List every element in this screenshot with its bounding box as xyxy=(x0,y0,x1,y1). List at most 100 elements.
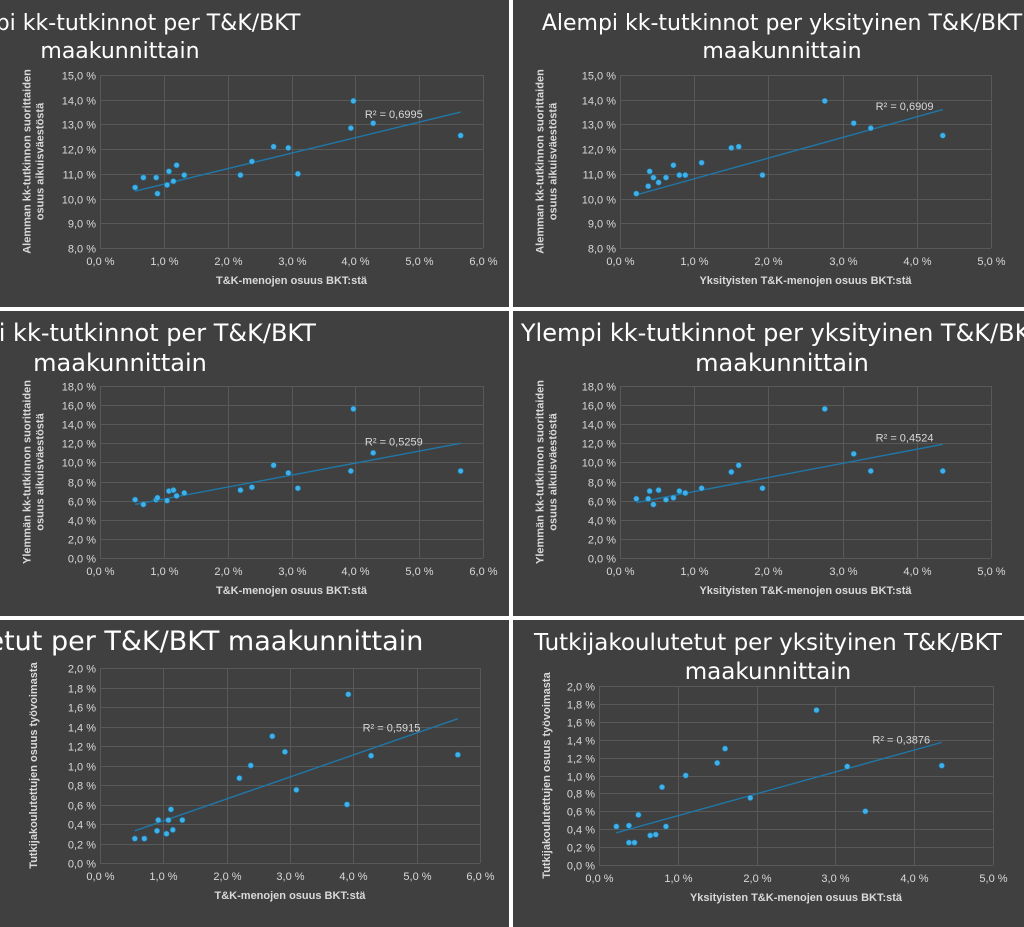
chart-5-trendline xyxy=(134,718,459,832)
chart-5-y-tick-label: 2,0 % xyxy=(68,664,96,676)
chart-6-data-point xyxy=(625,822,633,829)
chart-4-data-point xyxy=(939,467,946,475)
chart-6-data-point xyxy=(721,745,729,752)
chart-6-x-tick-label: 3,0 % xyxy=(821,873,849,885)
chart-5-data-point xyxy=(167,806,175,813)
chart-2-title: Alempi kk-tutkinnot per yksityinen T&K/B… xyxy=(542,11,1023,64)
chart-1-trendline xyxy=(134,111,461,192)
chart-panel-tutkija-tk: Tutkijakoulutetut per T&K/BKT maakunnitt… xyxy=(0,620,509,927)
chart-2-data-point xyxy=(728,144,735,152)
chart-4-title-line: Ylempi kk-tutkinnot per yksityinen T&K/B… xyxy=(520,319,1024,347)
chart-5-data-point xyxy=(179,817,186,824)
chart-1-y-axis-label: Alemman kk-tutkinnon suorittaiden osuus a… xyxy=(22,69,47,254)
chart-3-x-tick-label: 1,0 % xyxy=(150,566,178,578)
chart-1-title-line: maakunnittain xyxy=(40,39,199,64)
chart-6-data-point xyxy=(862,808,869,815)
chart-5-data-point xyxy=(169,826,176,833)
chart-3-title-line: maakunnittain xyxy=(33,349,207,377)
chart-6-title-line: Tutkijakoulutetut per yksityinen T&K/BKT xyxy=(533,630,1003,656)
chart-5-data-point xyxy=(367,752,375,759)
chart-3-data-point xyxy=(248,484,256,491)
chart-1-x-tick-label: 3,0 % xyxy=(278,256,306,268)
chart-4-title: Ylempi kk-tutkinnot per yksityinen T&K/B… xyxy=(520,319,1024,377)
chart-4-y-tick-label: 16,0 % xyxy=(582,401,616,413)
chart-1-title: Alempi kk-tutkinnot per T&K/BKT maakunnit… xyxy=(0,11,301,64)
chart-6-y-tick-label: 2,0 % xyxy=(567,682,595,694)
chart-2-y-tick-label: 13,0 % xyxy=(582,120,616,132)
chart-2-x-tick-label: 1,0 % xyxy=(680,256,708,268)
chart-5-data-point xyxy=(293,786,300,793)
chart-3-trendline xyxy=(134,442,461,506)
chart-6-data-point xyxy=(682,772,689,779)
chart-6-y-tick-label: 1,2 % xyxy=(567,754,595,766)
chart-6-x-axis-label: Yksityisten T&K-menojen osuus BKT:stä xyxy=(690,892,903,904)
chart-5-data-point xyxy=(131,835,138,842)
chart-3-data-point xyxy=(294,485,301,492)
chart-1-x-tick-label: 5,0 % xyxy=(405,256,433,268)
chart-1-y-tick-label: 14,0 % xyxy=(62,96,96,108)
chart-2-y-tick-label: 10,0 % xyxy=(582,195,616,207)
chart-5-y-tick-label: 0,2 % xyxy=(68,840,96,852)
chart-2-y-tick-label: 15,0 % xyxy=(582,71,616,83)
chart-5-title-line: Tutkijakoulutetut per T&K/BKT maakunnitt… xyxy=(0,626,423,657)
chart-5-y-tick-label: 0,0 % xyxy=(68,859,96,871)
chart-5-x-tick-label: 5,0 % xyxy=(403,871,431,883)
chart-6-y-tick-label: 0,0 % xyxy=(567,861,595,873)
chart-5-title: Tutkijakoulutetut per T&K/BKT maakunnitt… xyxy=(0,626,423,657)
chart-4-data-point xyxy=(759,485,766,492)
chart-panel-ylempi-yksityinen: Ylempi kk-tutkinnot per yksityinen T&K/B… xyxy=(513,311,1024,616)
chart-1-data-point xyxy=(350,97,357,105)
chart-3-data-point xyxy=(457,467,464,475)
chart-2-data-point xyxy=(650,174,657,181)
chart-3-x-tick-label: 6,0 % xyxy=(469,566,497,578)
chart-1-data-point xyxy=(165,168,173,175)
chart-3-data-point xyxy=(347,467,354,475)
chart-6-data-point xyxy=(938,762,945,769)
chart-5-data-point xyxy=(141,835,148,842)
chart-1-data-point xyxy=(370,120,377,127)
chart-4-trendline xyxy=(636,443,943,504)
chart-2-x-axis-label: Yksityisten T&K-menojen osuus BKT:stä xyxy=(699,275,912,287)
chart-2-data-point xyxy=(645,183,652,190)
chart-1-data-point xyxy=(270,143,277,150)
chart-6-x-tick-label: 4,0 % xyxy=(900,873,928,885)
chart-4-data-point xyxy=(728,468,735,476)
chart-5-x-tick-label: 4,0 % xyxy=(339,871,367,883)
chart-3-x-tick-label: 2,0 % xyxy=(214,566,242,578)
chart-3-y-axis-label-line: osuus aikuisväestöstä xyxy=(35,412,47,530)
chart-panel-alempi-yksityinen: Alempi kk-tutkinnot per yksityinen T&K/B… xyxy=(513,0,1024,307)
chart-2-y-tick-label: 14,0 % xyxy=(582,96,616,108)
chart-2-y-axis-label-line: Alemman kk-tutkinnon suorittaiden xyxy=(535,69,547,254)
chart-3-data-point xyxy=(170,487,177,494)
chart-4-y-axis-label: Ylemmän kk-tutkinnon suorittaiden osuus a… xyxy=(535,380,560,564)
chart-2-y-axis-label: Alemman kk-tutkinnon suorittaiden osuus a… xyxy=(535,69,560,254)
chart-6-data-point xyxy=(714,759,721,767)
chart-2-data-point xyxy=(682,171,689,179)
chart-4-data-point xyxy=(633,495,640,502)
chart-1-x-axis-label: T&K-menojen osuus BKT:stä xyxy=(216,275,368,287)
chart-5-x-axis-label: T&K-menojen osuus BKT:stä xyxy=(215,890,367,902)
chart-6-y-tick-label: 1,4 % xyxy=(567,736,595,748)
chart-5-x-tick-label: 2,0 % xyxy=(213,871,241,883)
chart-4-data-point xyxy=(850,450,857,457)
chart-2-r2-label: R² = 0,6909 xyxy=(876,101,934,113)
chart-4-data-point xyxy=(655,487,662,494)
chart-panel-alempi-tk: Alempi kk-tutkinnot per T&K/BKT maakunnit… xyxy=(0,0,509,307)
chart-3-data-point xyxy=(270,462,277,469)
chart-2-x-tick-label: 2,0 % xyxy=(754,256,782,268)
chart-6-data-point xyxy=(747,794,754,801)
chart-1-r2-label: R² = 0,6995 xyxy=(365,109,423,121)
chart-3-y-axis-label: Ylemmän kk-tutkinnon suorittaiden osuus a… xyxy=(22,380,47,564)
chart-3-y-tick-label: 18,0 % xyxy=(62,382,96,394)
chart-6-r2-label: R² = 0,3876 xyxy=(872,734,930,746)
chart-4-y-tick-label: 18,0 % xyxy=(582,382,616,394)
chart-4-data-point xyxy=(698,485,705,492)
chart-1-x-tick-label: 4,0 % xyxy=(341,256,369,268)
chart-4-x-axis-label: Yksityisten T&K-menojen osuus BKT:stä xyxy=(699,585,912,597)
chart-1-data-point xyxy=(154,190,161,197)
chart-svg-ylempi-yksityinen: Ylempi kk-tutkinnot per yksityinen T&K/B… xyxy=(520,319,1024,597)
chart-6-data-point xyxy=(631,839,638,846)
chart-6-title-line: maakunnittain xyxy=(685,659,851,685)
chart-4-y-tick-label: 4,0 % xyxy=(588,516,616,528)
chart-1-data-point xyxy=(170,178,177,185)
